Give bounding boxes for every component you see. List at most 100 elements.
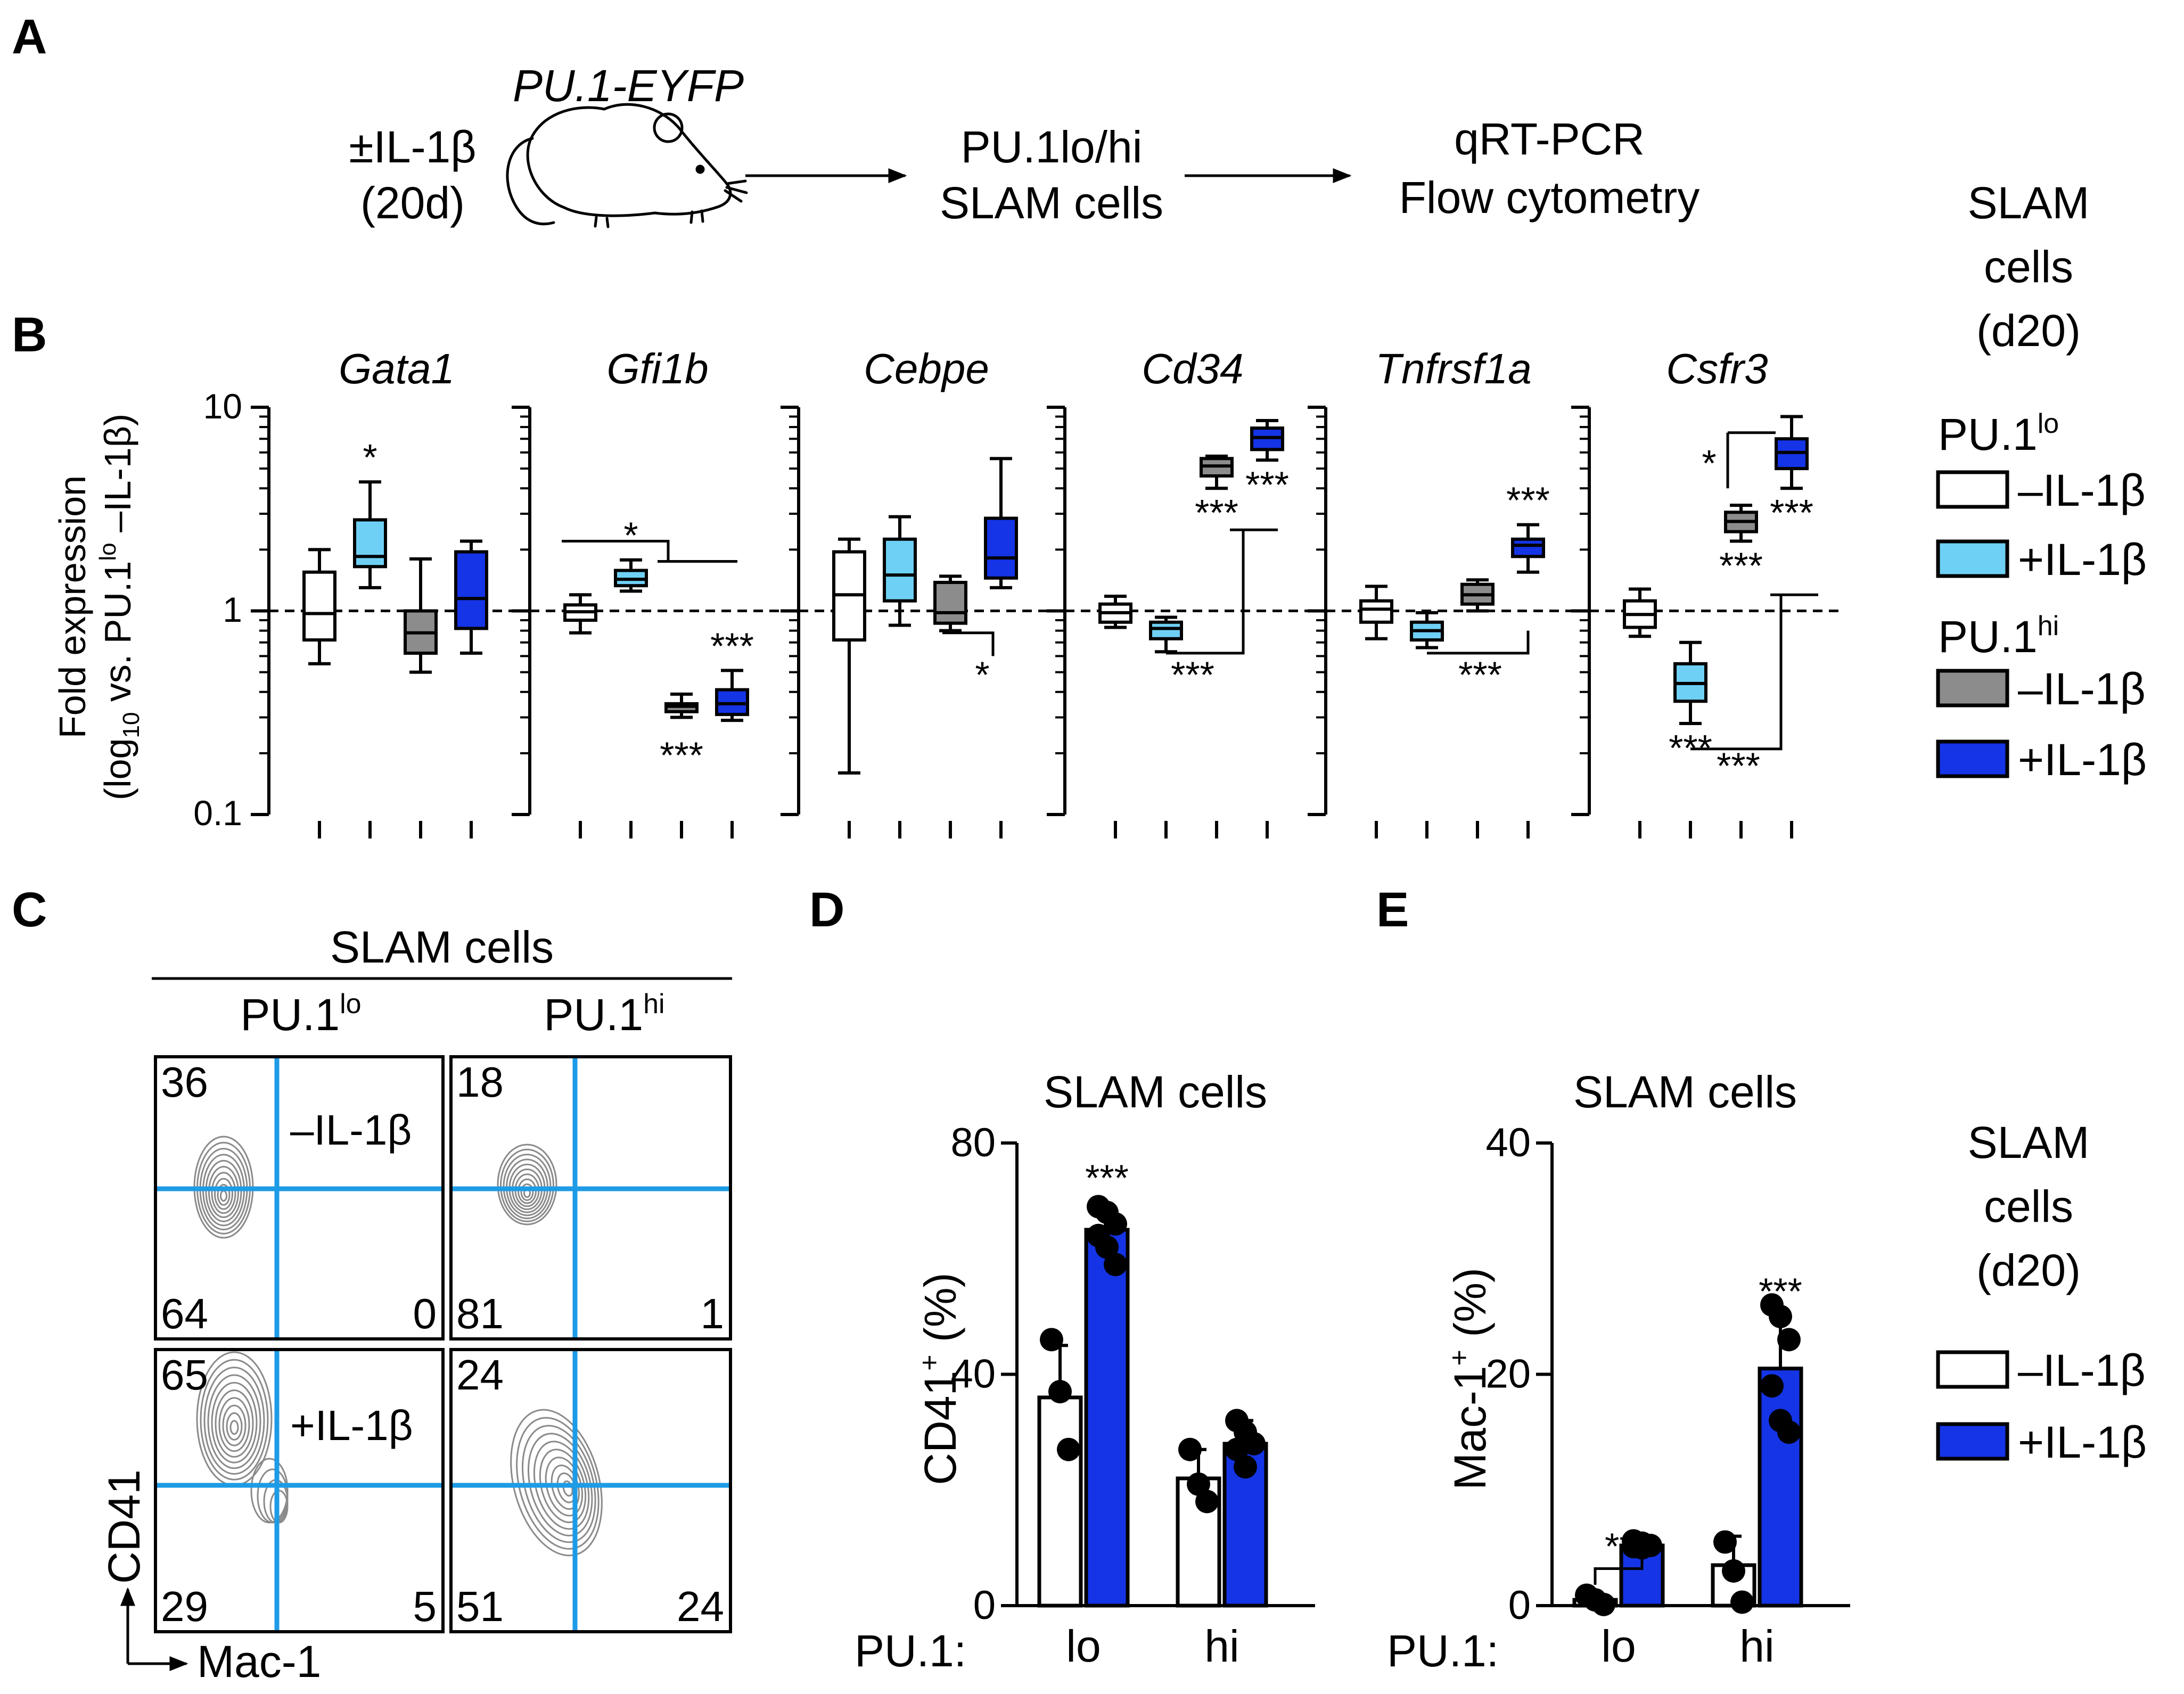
bracket-csfr3-bottom (1690, 593, 1818, 751)
flow-plot-frame (449, 1055, 732, 1341)
panel-e-ylabel: Mac-1+ (%) (1444, 1268, 1495, 1490)
legend-bottom-title-2: cells (1984, 1181, 2073, 1231)
e-star-hi: *** (1759, 1270, 1802, 1312)
panel-b-ytick-1: 1 (223, 590, 242, 629)
bracket-csfr3-top-label: * (1702, 442, 1716, 484)
panel-b-ytick-0.1: 0.1 (193, 793, 242, 833)
panel-a: A ±IL-1β (20d) PU.1-EYFP PU.1lo/hi SLAM … (12, 10, 1699, 228)
axis-arrows (120, 1587, 188, 1671)
panel-e: E SLAM cells Mac-1+ (%) PU.1: 0 20 40 lo hi *… (1376, 883, 1850, 1676)
density-contour (539, 1449, 587, 1524)
bracket-tnfrsf1a (1427, 630, 1530, 655)
d-bar-lo-1 (1084, 1228, 1130, 1608)
panel-c-col-lo: PU.1lo (240, 989, 361, 1040)
density-contour (518, 1178, 537, 1204)
legend-hi-plus: +IL-1β (2018, 735, 2147, 785)
legend-bottom-plus: +IL-1β (2018, 1417, 2147, 1467)
mouse-strain-label: PU.1-EYFP (513, 61, 744, 111)
significance-star: *** (660, 735, 703, 776)
panel-c: C SLAM cells PU.1lo PU.1hi 36 64 0 18 81 1 65 2… (12, 883, 732, 1687)
gene-title-tnfrsf1a: Tnfrsf1a (1375, 345, 1531, 392)
legend-swatch-lo-minus (1936, 470, 2009, 509)
density-contour (217, 1183, 231, 1206)
density-contour (214, 1178, 233, 1210)
e-data-point (1760, 1374, 1784, 1398)
quadrant-bottom-right: 1 (701, 1290, 725, 1337)
step3-line1: qRT-PCR (1454, 114, 1645, 164)
panel-b-ylabel-2: (log10 vs. PU.1lo –IL-1β) (95, 414, 144, 800)
quadrant-bottom-left: 64 (161, 1290, 208, 1337)
gene-plot-cebpe: Cebpe (781, 345, 1054, 838)
bracket-csfr3-bottom-label: *** (1717, 745, 1760, 787)
panel-d-ylabel: CD41+ (%) (914, 1272, 965, 1485)
e-bar-hi-1 (1758, 1367, 1803, 1608)
panel-d-xprefix: PU.1: (855, 1626, 966, 1676)
gene-title-csfr3: Csfr3 (1666, 345, 1768, 392)
gene-title-cebpe: Cebpe (864, 345, 989, 392)
gene-plot-gfi1b: Gfi1b******* (512, 345, 785, 838)
e-category-hi: hi (1739, 1621, 1774, 1671)
legend-bottom-title-3: (d20) (1976, 1245, 2081, 1295)
quadrant-bottom-left: 51 (456, 1583, 504, 1630)
density-contour (203, 1367, 265, 1475)
legend-hi-heading: PU.1hi (1938, 611, 2059, 662)
d-bar-lo-0 (1037, 1395, 1083, 1608)
panel-b: B Fold expression (log10 vs. PU.1lo –IL-… (12, 308, 1845, 838)
legend-lo-plus: +IL-1β (2018, 534, 2147, 585)
panel-b-ylabel-1: Fold expression (52, 475, 93, 738)
step3-line2: Flow cytometry (1399, 172, 1700, 223)
gene-title-gata1: Gata1 (339, 345, 455, 392)
panel-label-b: B (12, 308, 47, 362)
density-contour (207, 1374, 261, 1469)
legend-bottom-swatch-plus (1936, 1422, 2009, 1461)
d-y-tick-label: 80 (950, 1120, 996, 1165)
flow-plot-2: 65 29 5 (154, 1348, 445, 1633)
box-iqr (883, 537, 917, 603)
panel-c-yaxis-label: CD41 (99, 1469, 149, 1584)
d-data-point (1057, 1437, 1080, 1461)
legend-bottom-minus: –IL-1β (2018, 1345, 2146, 1395)
d-data-point (1178, 1437, 1202, 1461)
density-contour (500, 1148, 554, 1222)
flow-plots: 36 64 0 18 81 1 65 29 5 24 51 24 (154, 1055, 732, 1633)
quadrant-top-left: 65 (161, 1351, 208, 1399)
box-iqr (715, 688, 749, 717)
d-data-point (1187, 1472, 1210, 1496)
gene-plot-tnfrsf1a: Tnfrsf1a *** (1308, 345, 1581, 838)
density-contour (211, 1172, 236, 1214)
legend-top-title-3: (d20) (1976, 306, 2081, 356)
treatment-label: ±IL-1β (349, 122, 476, 172)
e-data-point (1769, 1304, 1792, 1328)
flow-plot-frame (449, 1348, 732, 1633)
panel-e-xprefix: PU.1: (1387, 1626, 1499, 1676)
density-contour (200, 1359, 269, 1481)
panel-c-col-hi: PU.1hi (544, 989, 664, 1040)
legend-lo-heading: PU.1lo (1938, 408, 2059, 459)
significance-star: *** (1195, 492, 1238, 533)
d-category-lo: lo (1066, 1621, 1101, 1671)
box-iqr (454, 550, 488, 630)
d-data-point (1095, 1235, 1119, 1259)
significance-star: *** (1506, 480, 1550, 521)
d-star-lo: *** (1085, 1157, 1129, 1198)
flow-plot-0: 36 64 0 (154, 1055, 445, 1341)
e-y-tick-label: 20 (1485, 1352, 1531, 1397)
gene-plot-gata1: Gata1 * (251, 345, 524, 838)
density-contour (208, 1166, 239, 1218)
quadrant-bottom-left: 81 (456, 1290, 504, 1337)
density-contour (215, 1389, 254, 1458)
legend-swatch-hi-plus (1936, 739, 2009, 778)
mouse-icon (506, 103, 748, 228)
significance-star: * (363, 437, 377, 478)
quadrant-bottom-right: 5 (413, 1583, 437, 1630)
panel-e-title: SLAM cells (1573, 1067, 1797, 1117)
d-data-point (1234, 1455, 1257, 1479)
panel-d: D SLAM cells CD41+ (%) PU.1: 0 40 80 lo hi **… (809, 883, 1315, 1676)
legend-hi-minus: –IL-1β (2018, 664, 2146, 714)
e-data-point (1777, 1420, 1801, 1444)
bracket-csfr3-top (1726, 431, 1776, 489)
quadrant-top-left: 24 (456, 1351, 504, 1399)
box-iqr (1149, 620, 1183, 640)
gene-title-cd34: Cd34 (1142, 345, 1243, 392)
significance-star: * (623, 515, 638, 556)
